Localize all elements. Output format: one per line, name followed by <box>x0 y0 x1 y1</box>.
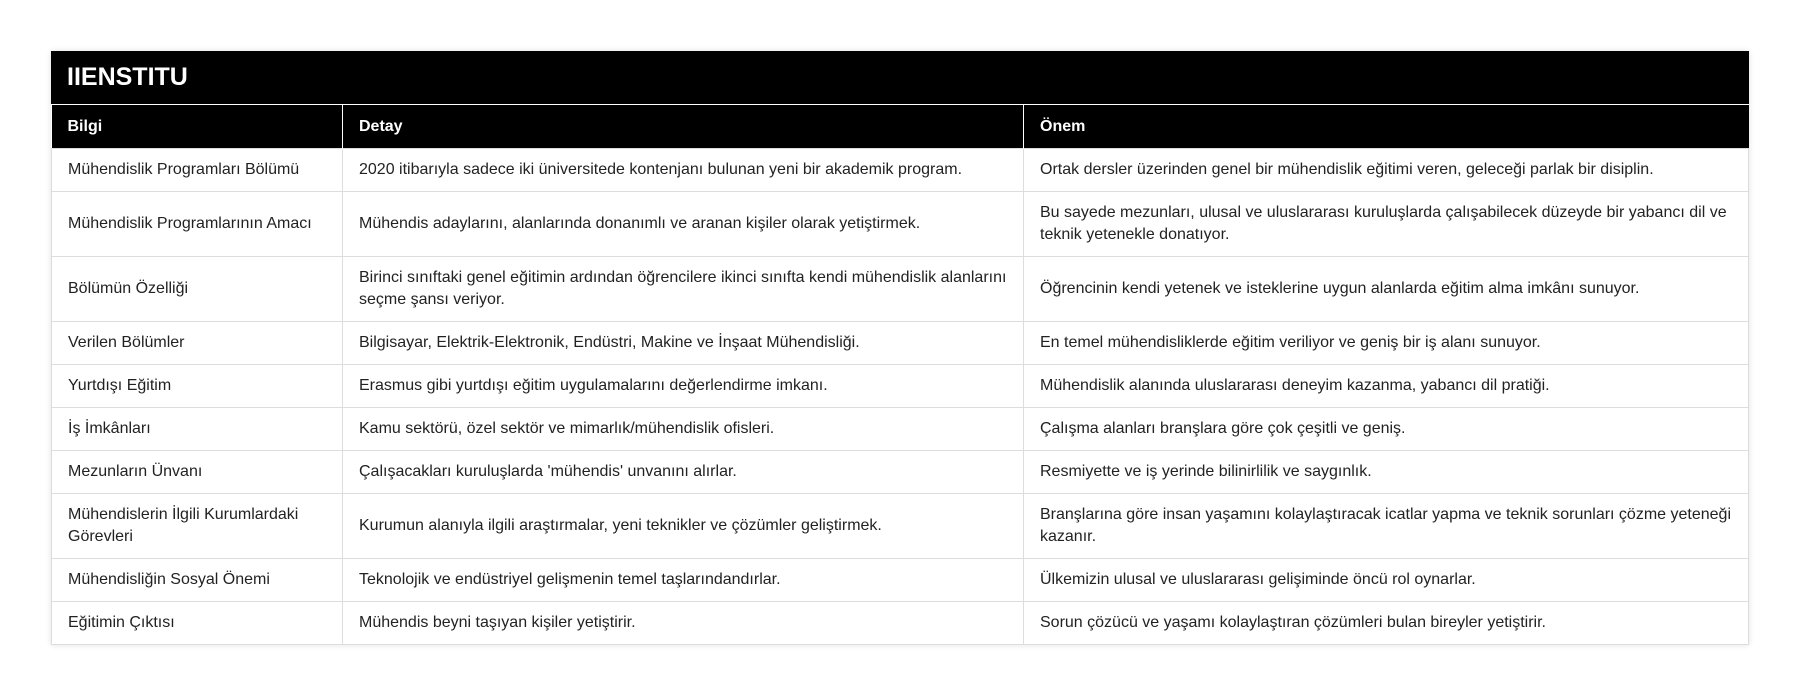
cell-bilgi: Mühendislik Programlarının Amacı <box>51 191 343 257</box>
table-row: Mühendislik Programlarının Amacı Mühendis… <box>51 191 1749 257</box>
cell-onem: Bu sayede mezunları, ulusal ve uluslarar… <box>1023 191 1749 257</box>
table-row: Mühendislik Programları Bölümü 2020 itiba… <box>51 148 1749 192</box>
table-row: İş İmkânları Kamu sektörü, özel sektör ve… <box>51 407 1749 451</box>
cell-bilgi: Verilen Bölümler <box>51 321 343 365</box>
cell-onem: Ülkemizin ulusal ve uluslararası gelişim… <box>1023 558 1749 602</box>
column-header-onem: Önem <box>1023 104 1749 149</box>
cell-bilgi: Bölümün Özelliği <box>51 256 343 322</box>
cell-bilgi: Mühendisliğin Sosyal Önemi <box>51 558 343 602</box>
cell-onem: Branşlarına göre insan yaşamını kolaylaş… <box>1023 493 1749 559</box>
cell-bilgi: Yurtdışı Eğitim <box>51 364 343 408</box>
cell-detay: Mühendis adaylarını, alanlarında donanım… <box>342 191 1024 257</box>
cell-onem: Çalışma alanları branşlara göre çok çeşi… <box>1023 407 1749 451</box>
cell-detay: Çalışacakları kuruluşlarda 'mühendis' un… <box>342 450 1024 494</box>
table-row: Mühendislerin İlgili Kurumlardaki Görevl… <box>51 493 1749 559</box>
cell-bilgi: Mühendislerin İlgili Kurumlardaki Görevl… <box>51 493 343 559</box>
table-row: Mezunların Ünvanı Çalışacakları kuruluşla… <box>51 450 1749 494</box>
cell-detay: Erasmus gibi yurtdışı eğitim uygulamalar… <box>342 364 1024 408</box>
column-header-detay: Detay <box>342 104 1024 149</box>
cell-onem: Ortak dersler üzerinden genel bir mühend… <box>1023 148 1749 192</box>
cell-onem: Öğrencinin kendi yetenek ve isteklerine … <box>1023 256 1749 322</box>
header-row: Bilgi Detay Önem <box>51 104 1749 149</box>
table-row: Mühendisliğin Sosyal Önemi Teknolojik ve … <box>51 558 1749 602</box>
cell-bilgi: Mezunların Ünvanı <box>51 450 343 494</box>
cell-onem: Sorun çözücü ve yaşamı kolaylaştıran çöz… <box>1023 601 1749 645</box>
cell-detay: Bilgisayar, Elektrik-Elektronik, Endüstr… <box>342 321 1024 365</box>
cell-detay: Kamu sektörü, özel sektör ve mimarlık/mü… <box>342 407 1024 451</box>
cell-bilgi: Mühendislik Programları Bölümü <box>51 148 343 192</box>
cell-detay: Kurumun alanıyla ilgili araştırmalar, ye… <box>342 493 1024 559</box>
cell-onem: Resmiyette ve iş yerinde bilinirlilik ve… <box>1023 450 1749 494</box>
table-row: Bölümün Özelliği Birinci sınıftaki genel … <box>51 256 1749 322</box>
cell-onem: Mühendislik alanında uluslararası deneyi… <box>1023 364 1749 408</box>
cell-bilgi: Eğitimin Çıktısı <box>51 601 343 645</box>
cell-detay: 2020 itibarıyla sadece iki üniversitede … <box>342 148 1024 192</box>
column-header-bilgi: Bilgi <box>51 104 343 149</box>
cell-detay: Mühendis beyni taşıyan kişiler yetiştiri… <box>342 601 1024 645</box>
cell-detay: Teknolojik ve endüstriyel gelişmenin tem… <box>342 558 1024 602</box>
cell-detay: Birinci sınıftaki genel eğitimin ardında… <box>342 256 1024 322</box>
table-row: Verilen Bölümler Bilgisayar, Elektrik-Ele… <box>51 321 1749 365</box>
table-row: Eğitimin Çıktısı Mühendis beyni taşıyan k… <box>51 601 1749 645</box>
table-title: IIENSTITU <box>51 51 1749 104</box>
info-table: Bilgi Detay Önem Mühendislik Programları… <box>51 104 1749 645</box>
table-row: Yurtdışı Eğitim Erasmus gibi yurtdışı eği… <box>51 364 1749 408</box>
cell-onem: En temel mühendisliklerde eğitim veriliy… <box>1023 321 1749 365</box>
cell-bilgi: İş İmkânları <box>51 407 343 451</box>
info-table-card: IIENSTITU Bilgi Detay Önem Mühendislik P… <box>51 51 1749 645</box>
